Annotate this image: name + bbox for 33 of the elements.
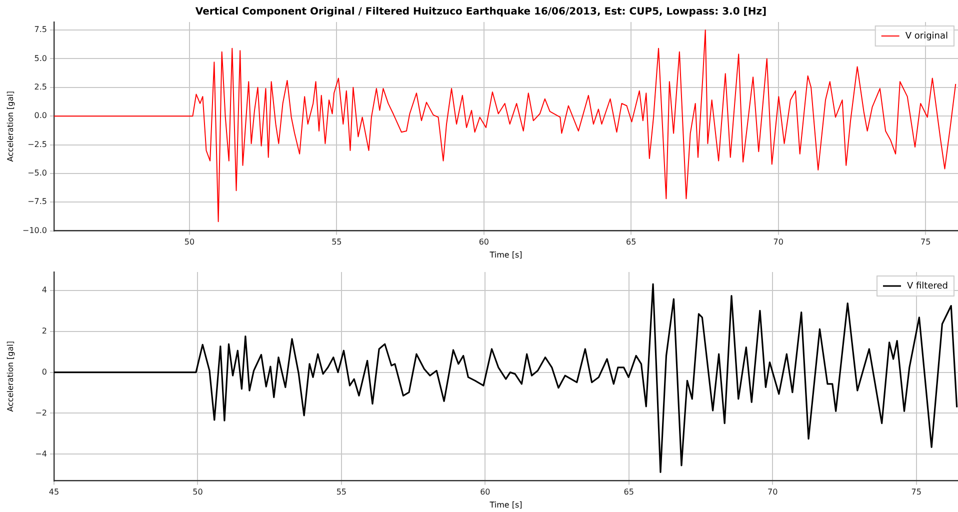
x-tick-label: 75: [920, 238, 931, 247]
y-tick-label: −5.0: [28, 168, 47, 178]
x-tick-label: 55: [336, 488, 347, 497]
x-tick-label: 60: [478, 238, 490, 247]
y-tick-label: 0: [42, 367, 47, 376]
x-tick-label: 65: [626, 238, 636, 247]
y-tick-label: 2.5: [34, 82, 47, 92]
chart-title: Vertical Component Original / Filtered Huitzuco Earthquake 16/06/2013, Est: CUP5, Lowpass: 3.0 [Hz]: [195, 6, 767, 18]
x-axis-title: Time [s]: [488, 250, 522, 260]
x-tick-label: 75: [911, 488, 922, 497]
y-tick-label: 5.0: [34, 54, 47, 63]
x-tick-label: 60: [480, 488, 490, 497]
y-tick-label: 4: [42, 286, 47, 294]
y-axis-title: Acceleration [gal]: [6, 91, 15, 162]
y-tick-label: −2.5: [28, 140, 47, 149]
legend-label: V original: [905, 31, 948, 42]
x-tick-label: 45: [48, 488, 60, 497]
x-tick-label: 65: [624, 488, 634, 497]
x-tick-label: 70: [768, 488, 778, 497]
y-tick-label: −10.0: [22, 226, 47, 235]
x-tick-label: 70: [773, 238, 784, 247]
y-tick-label: −4: [35, 449, 47, 458]
y-tick-label: 7.5: [34, 25, 47, 34]
x-tick-label: 50: [192, 488, 203, 497]
y-axis-title: Acceleration [gal]: [6, 341, 15, 412]
x-axis-title: Time [s]: [488, 500, 522, 510]
x-tick-label: 55: [332, 238, 342, 247]
y-tick-label: −2: [35, 408, 47, 418]
y-tick-label: −7.5: [28, 197, 47, 206]
y-tick-label: 0.0: [34, 111, 47, 120]
x-tick-label: 50: [184, 238, 195, 247]
legend-label: V filtered: [906, 281, 948, 292]
y-tick-label: 2: [42, 326, 47, 336]
